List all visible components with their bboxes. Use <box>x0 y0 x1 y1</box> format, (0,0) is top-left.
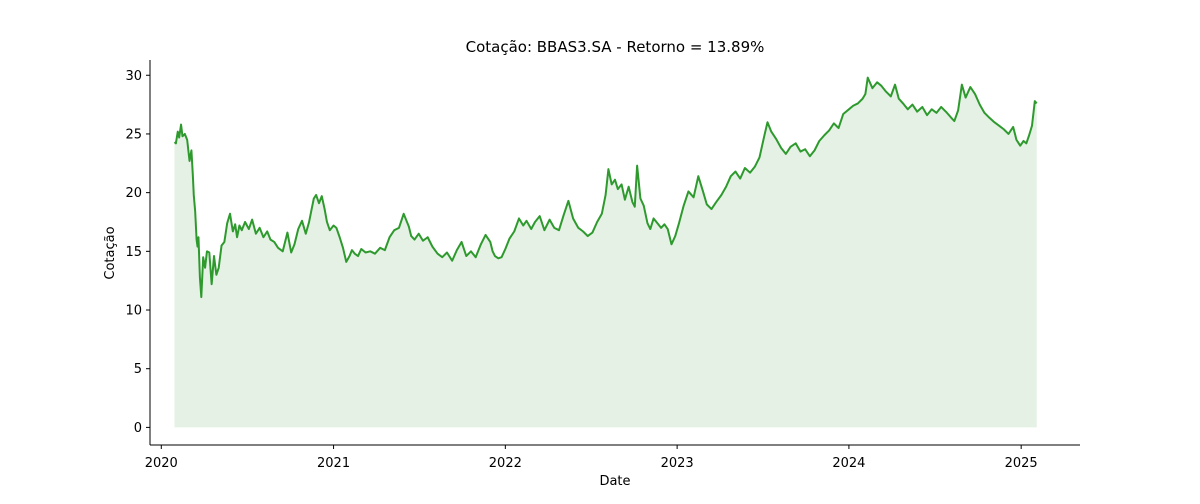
x-tick-label: 2021 <box>317 456 350 471</box>
x-tick-label: 2022 <box>489 456 522 471</box>
y-tick-label: 20 <box>125 186 142 201</box>
chart-title: Cotação: BBAS3.SA - Retorno = 13.89% <box>466 38 765 56</box>
x-tick-label: 2020 <box>145 456 178 471</box>
x-tick-label: 2025 <box>1005 456 1038 471</box>
plot-area <box>173 76 1038 428</box>
y-axis-ticks: 0 5 10 15 20 25 30 <box>125 69 150 436</box>
y-tick-label: 5 <box>134 362 142 377</box>
y-tick-label: 25 <box>125 127 142 142</box>
x-tick-label: 2024 <box>832 456 865 471</box>
y-tick-label: 10 <box>125 304 142 319</box>
y-axis-label: Cotação <box>103 226 118 279</box>
price-line <box>173 76 1038 299</box>
x-axis-label: Date <box>599 474 630 489</box>
y-tick-label: 0 <box>134 421 142 436</box>
y-tick-label: 15 <box>125 245 142 260</box>
x-tick-label: 2023 <box>661 456 694 471</box>
area-fill <box>174 77 1037 428</box>
y-tick-label: 30 <box>125 69 142 84</box>
x-axis-ticks: 2020 2021 2022 2023 2024 2025 <box>145 445 1038 471</box>
